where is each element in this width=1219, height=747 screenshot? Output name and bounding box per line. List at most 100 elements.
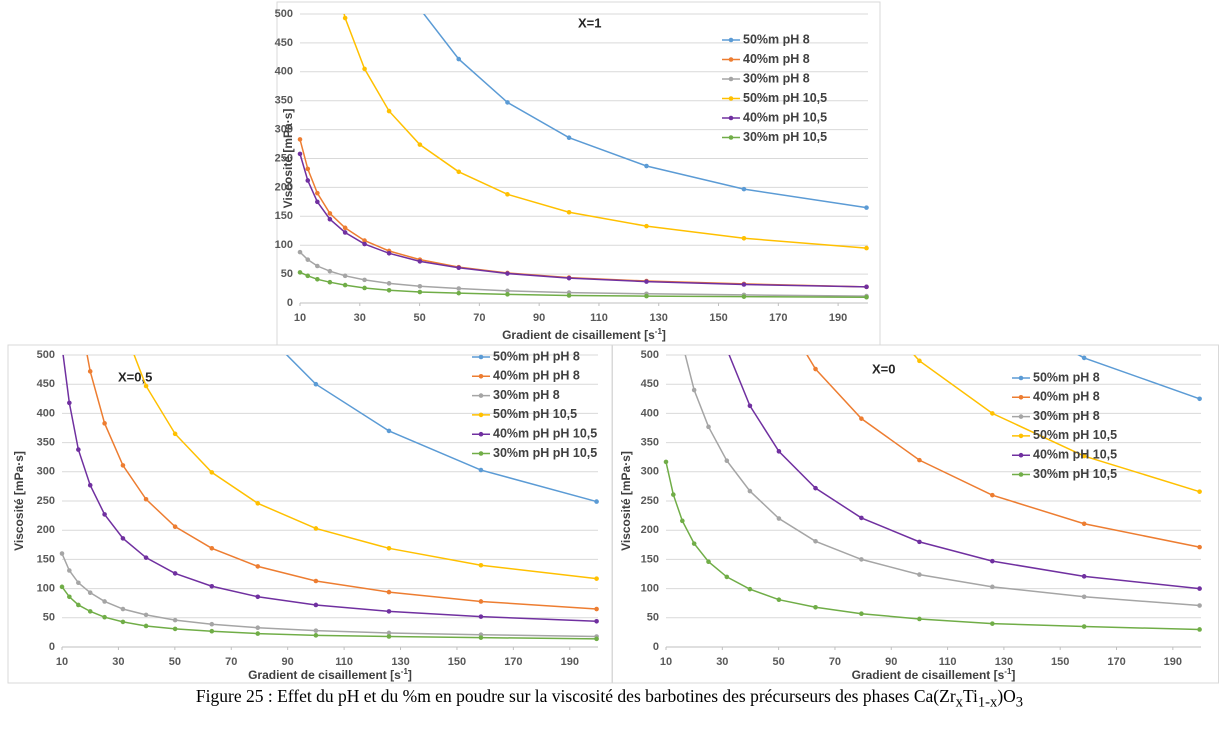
series-line	[684, 355, 1200, 607]
caption-part: Ti	[962, 686, 978, 706]
data-point	[478, 467, 484, 473]
y-tick-label: 100	[37, 583, 55, 595]
legend-label: 40%m pH 10,5	[743, 110, 827, 124]
data-point	[917, 539, 922, 545]
y-tick-label: 250	[275, 152, 293, 164]
y-tick-label: 400	[275, 66, 293, 78]
x-axis-label: Gradient de cisaillement [s-1]	[502, 327, 666, 342]
data-point	[102, 599, 107, 604]
data-point	[102, 512, 107, 517]
data-point	[255, 594, 261, 600]
data-point	[864, 284, 869, 290]
data-point	[386, 281, 392, 286]
data-point	[76, 49, 81, 54]
y-tick-label: 300	[37, 466, 55, 478]
y-tick-label: 350	[641, 437, 659, 449]
chart-border	[7, 344, 613, 684]
chart-border	[612, 344, 1219, 684]
data-point	[594, 499, 599, 504]
legend-label: 30%m pH 8	[743, 71, 810, 85]
legend-marker	[478, 393, 484, 398]
y-axis-label: Viscosité [mPa·s]	[281, 109, 295, 209]
y-tick-label: 500	[641, 349, 659, 361]
data-point	[1081, 355, 1087, 361]
x-tick-label: 10	[660, 656, 672, 668]
y-tick-label: 400	[641, 407, 659, 419]
x-tick-label: 170	[504, 656, 522, 668]
data-point	[121, 324, 126, 329]
y-tick-label: 500	[37, 349, 55, 361]
data-point	[102, 614, 107, 620]
data-point	[143, 496, 149, 502]
data-point	[255, 324, 260, 329]
data-point	[173, 166, 178, 171]
x-tick-label: 110	[335, 656, 353, 668]
x-tick-label: 190	[561, 656, 579, 668]
data-point	[67, 227, 72, 232]
data-point	[386, 609, 392, 614]
x-tick-label: 10	[294, 312, 306, 324]
data-point	[209, 628, 215, 634]
y-tick-label: 150	[37, 553, 55, 565]
legend-label: 40%m pH 10,5	[1033, 447, 1117, 461]
caption-part: Figure 25 : Effet du pH et du %m en poud…	[195, 686, 956, 706]
x-tick-label: 90	[282, 656, 294, 668]
data-point	[813, 538, 818, 544]
data-point	[315, 277, 320, 282]
legend-marker	[478, 431, 484, 437]
data-point	[813, 485, 818, 491]
caption-part: 3	[1015, 694, 1024, 711]
y-axis-label: Viscosité [mPa·s]	[12, 451, 26, 551]
y-tick-label: 200	[641, 524, 659, 536]
data-point	[362, 66, 367, 72]
data-point	[305, 273, 311, 279]
data-point	[505, 292, 510, 297]
plot-area	[59, 49, 599, 642]
data-point	[691, 387, 697, 393]
x-tick-label: 170	[769, 312, 787, 324]
x-tick-label: 30	[354, 312, 366, 324]
y-tick-label: 500	[275, 8, 293, 20]
data-point	[644, 293, 649, 299]
x-tick-label: 50	[169, 656, 181, 668]
data-point	[386, 546, 392, 551]
data-point	[362, 277, 367, 283]
data-point	[313, 628, 319, 633]
y-tick-label: 100	[275, 239, 293, 251]
legend-marker	[728, 135, 734, 140]
data-point	[566, 135, 572, 140]
data-point	[386, 250, 392, 256]
caption-part: 1-x	[977, 694, 998, 711]
data-point	[671, 492, 676, 497]
data-point	[1197, 489, 1202, 494]
legend-label: 30%m pH 10,5	[743, 130, 827, 144]
legend-label: 30%m pH 8	[493, 388, 560, 402]
data-point	[255, 564, 261, 569]
y-tick-label: 150	[641, 553, 659, 565]
data-point	[313, 602, 319, 608]
x-tick-label: 130	[391, 656, 409, 668]
data-point	[386, 108, 392, 114]
caption-part: )O	[997, 686, 1016, 706]
data-point	[386, 287, 392, 293]
data-point	[864, 245, 869, 251]
y-tick-label: 450	[641, 378, 659, 390]
x-tick-label: 190	[829, 312, 847, 324]
data-point	[478, 635, 484, 640]
data-point	[255, 631, 261, 636]
legend-label: 40%m pH pH 8	[493, 369, 580, 383]
x-axis-label-end: ]	[408, 668, 412, 682]
y-tick-label: 50	[647, 612, 659, 624]
legend-label: 50%m pH 10,5	[493, 407, 577, 421]
data-point	[305, 178, 311, 183]
y-tick-label: 50	[43, 612, 55, 624]
data-point	[864, 294, 869, 300]
data-point	[417, 142, 423, 147]
x-tick-label: 150	[1051, 656, 1069, 668]
data-point	[120, 463, 126, 468]
y-tick-label: 350	[37, 437, 55, 449]
y-tick-label: 0	[653, 641, 659, 653]
data-point	[680, 518, 685, 524]
data-point	[990, 411, 995, 416]
